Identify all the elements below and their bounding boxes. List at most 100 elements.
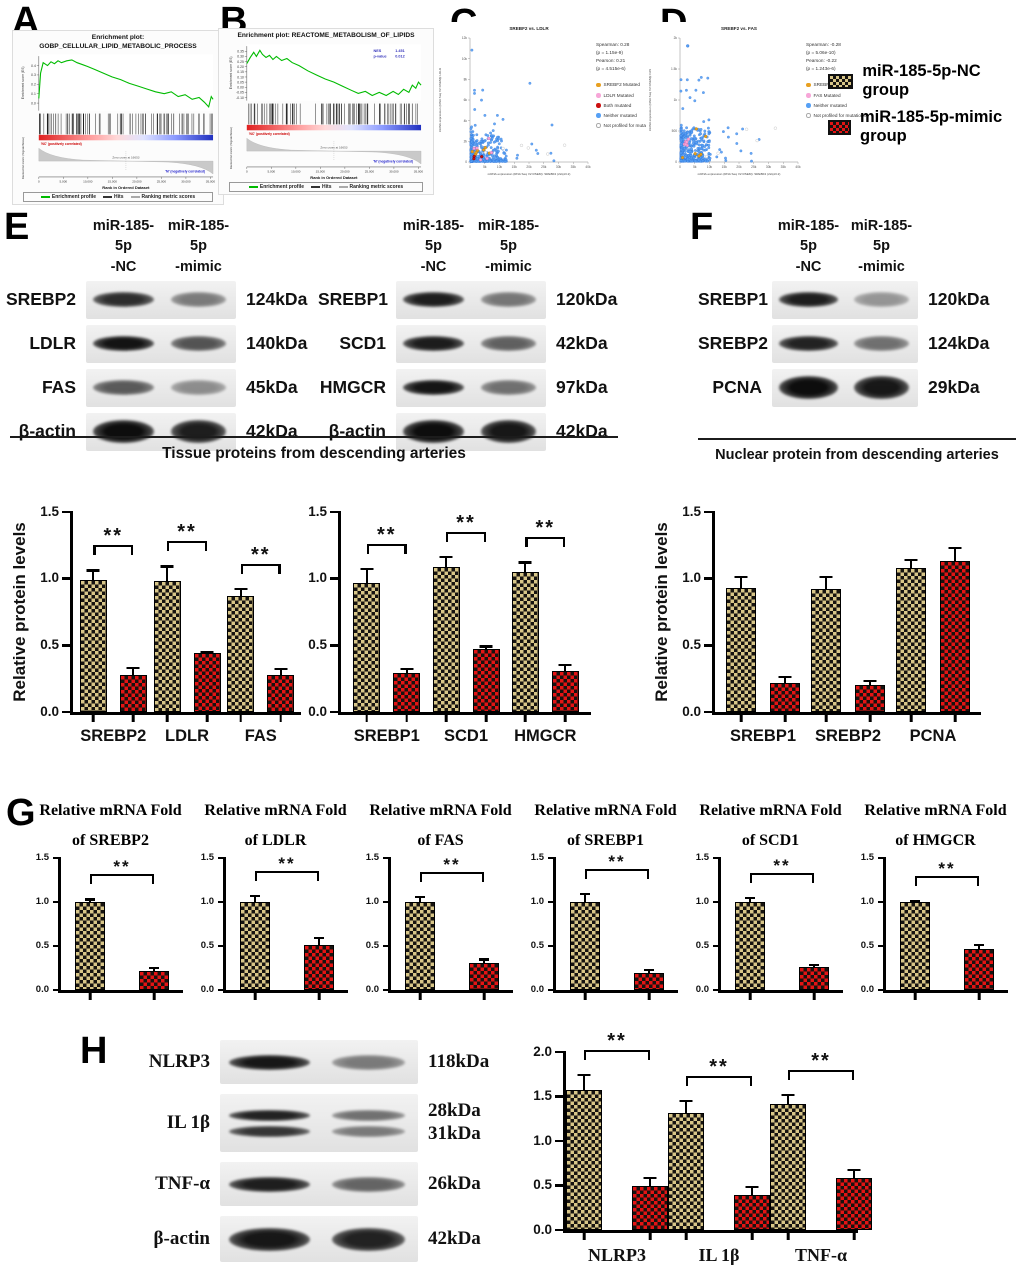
bar-groups: ** <box>721 856 843 990</box>
nc-lane <box>772 292 845 308</box>
protein-band <box>170 292 227 308</box>
svg-text:mRNA expression (RNA Seq V2 RS: mRNA expression (RNA Seq V2 RSEM): FAS <box>648 69 652 131</box>
significance-stars: ** <box>608 852 626 872</box>
protein-label: SREBP1 <box>698 289 769 310</box>
caption-nuclear-protein: Nuclear protein from descending arteries <box>698 438 1016 463</box>
nc-bar <box>511 561 539 712</box>
chart-title: Relative mRNA Fold <box>39 802 182 819</box>
legend-line-swatch <box>40 196 50 199</box>
svg-text:30k: 30k <box>556 165 562 169</box>
bar <box>811 589 841 712</box>
svg-text:Zero cross at 16653: Zero cross at 16653 <box>320 145 347 149</box>
bar-group: ** TNF-α <box>770 1050 872 1265</box>
lane-header: miR-185-5p -mimic <box>477 218 540 275</box>
bar <box>566 1090 602 1230</box>
correlation-scatter-d: SREBF2 vs. FAS 0 5k 10k 15k 20k 25k 30k 35k 40k 0 5… <box>646 22 876 180</box>
category-label: SREBP2 <box>80 727 147 745</box>
plot-area: 0.0 0.5 1.0 1.5 2.0 ** NLRP3 ** IL 1β ** TNF-α <box>533 1030 872 1265</box>
y-axis-label: Relative protein levels <box>652 522 671 702</box>
blot-row: SREBP2 124kDa <box>6 280 312 319</box>
legend-line-swatch <box>248 185 258 188</box>
mimic-lane <box>845 376 918 400</box>
gsea-title: Enrichment plot: REACTOME_METABOLISM_OF_… <box>237 32 415 39</box>
bar-group: SREBP1 <box>726 512 800 745</box>
plot-area: 0.0 0.5 1.0 1.5 ** <box>861 852 1008 995</box>
nc-group-swatch <box>828 73 854 89</box>
blot-row: FAS 45kDa <box>6 368 312 407</box>
bar <box>75 902 105 990</box>
error-bar <box>868 680 872 686</box>
protein-band <box>331 1176 406 1192</box>
bar-group: ** <box>75 857 169 990</box>
molecular-weight: 29kDa <box>928 377 980 398</box>
bar-pair <box>811 576 885 712</box>
legend-line-swatch <box>311 185 321 188</box>
legend-row-mimic: miR-185-5p-mimic group <box>828 108 1020 146</box>
y-tick-label: 1.5 <box>860 852 874 864</box>
significance-bracket: ** <box>420 855 485 883</box>
nc-bar <box>79 569 107 712</box>
svg-text:35,000: 35,000 <box>414 169 424 173</box>
category-label: SREBP1 <box>729 727 797 745</box>
nc-bar <box>668 1100 704 1230</box>
bar-pair <box>240 894 334 990</box>
bar-group: ** SREBP1 <box>353 512 421 745</box>
gsea-enrichment-plot-b: Enrichment plot: REACTOME_METABOLISM_OF_… <box>218 28 434 195</box>
molecular-weight: 120kDa <box>928 289 990 310</box>
y-tick: 0.0 <box>40 704 73 719</box>
error-bar <box>977 944 981 949</box>
svg-text:10k: 10k <box>497 165 503 169</box>
bar-pair <box>353 568 421 712</box>
nc-bar <box>227 588 255 712</box>
molecular-weight: 42kDa <box>556 333 608 354</box>
svg-text:0.35: 0.35 <box>237 49 244 53</box>
blot-strip <box>86 324 236 363</box>
svg-text:5,000: 5,000 <box>60 180 68 184</box>
legend-label: Not profiled for mutations <box>813 112 866 118</box>
y-tick-label: 0.0 <box>860 984 874 996</box>
correlation-stat: Spearman: -0.28 <box>806 42 841 47</box>
lane-headers: miR-185-5p -NC miR-185-5p -mimic <box>6 216 312 277</box>
legend-label: LDLR Mutated <box>603 92 634 98</box>
bar <box>267 674 295 712</box>
protein-label: LDLR <box>29 333 76 354</box>
category-label: LDLR <box>165 727 209 745</box>
lane-header: miR-185-5p -NC <box>92 218 155 275</box>
y-tick-label: 0.5 <box>695 940 709 952</box>
svg-text:0.10: 0.10 <box>237 75 244 79</box>
western-blot-e-right: miR-185-5p -NC miR-185-5p -mimic SREBP1 120kD… <box>318 216 622 457</box>
gsea-legend-item: Enrichment profile <box>40 194 96 200</box>
y-tick: 1.0 <box>308 570 341 585</box>
mimic-bar <box>940 546 970 712</box>
significance-stars: ** <box>443 854 461 874</box>
chart-title: of HMGCR <box>895 831 976 849</box>
chart-title: Relative mRNA Fold <box>864 802 1007 819</box>
significance-stars: ** <box>938 859 956 879</box>
mimic-bar <box>836 1168 872 1230</box>
bar <box>735 902 765 990</box>
gsea-chart: 0.350.300.25 0.200.150.100.050.00-0.05-0.… <box>229 43 424 179</box>
nc-bar <box>811 576 841 712</box>
scatter-legend-item: Neither mutated <box>596 113 666 119</box>
y-tick: 2.0 <box>533 1044 566 1059</box>
mimic-bar <box>393 668 421 712</box>
svg-text:'M' (negatively correlated): 'M' (negatively correlated) <box>373 159 413 163</box>
category-label: FAS <box>244 727 277 745</box>
nc-bar <box>240 894 270 990</box>
protein-label: HMGCR <box>319 377 386 398</box>
svg-text:p-value: p-value <box>374 54 387 58</box>
y-tick-label: 0.5 <box>533 1177 552 1193</box>
bar <box>240 902 270 990</box>
protein-band <box>778 376 839 400</box>
y-tick: 1.5 <box>201 852 226 863</box>
scatter-chart: SREBF2 vs. LDLR 0 5k 10k 15k 20k 25k 30k 35k 40k 0… <box>438 26 591 176</box>
gsea-enrichment-plot-a: Enrichment plot: GOBP_CELLULAR_LIPID_META… <box>12 30 224 206</box>
protein-label: SREBP1 <box>318 289 389 310</box>
bar <box>896 568 926 712</box>
svg-text:Zero cross at 16653: Zero cross at 16653 <box>112 156 139 160</box>
blot-strip <box>772 280 918 319</box>
mimic-bar <box>634 968 664 990</box>
error-bar <box>482 958 486 963</box>
molecular-weight: 45kDa <box>246 377 298 398</box>
legend-dot <box>596 82 601 88</box>
